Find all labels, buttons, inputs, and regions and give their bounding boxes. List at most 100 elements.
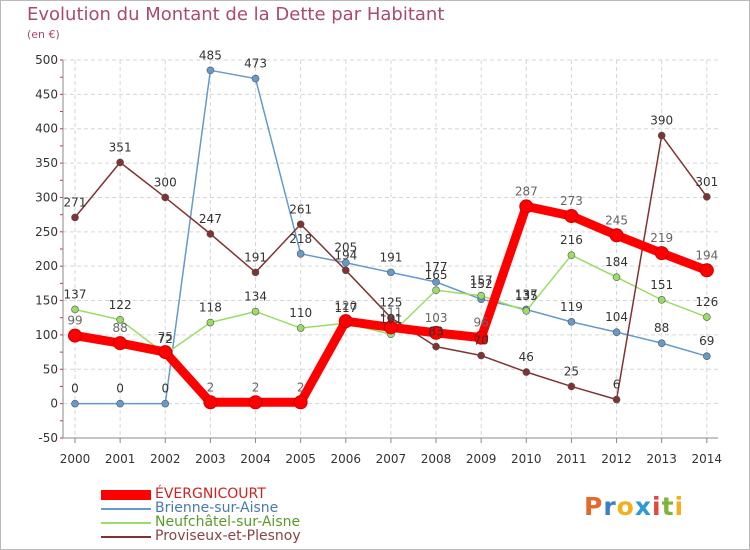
y-tick-label: 150 bbox=[35, 294, 58, 308]
data-point bbox=[116, 158, 124, 167]
logo-letter: P bbox=[584, 492, 604, 521]
data-point bbox=[251, 268, 260, 277]
data-label: 216 bbox=[560, 233, 583, 247]
x-tick-label: 2009 bbox=[466, 452, 497, 466]
data-label: 0 bbox=[161, 382, 169, 396]
data-label: 137 bbox=[64, 287, 87, 301]
data-label: 122 bbox=[109, 298, 132, 312]
data-label: 273 bbox=[560, 194, 583, 208]
data-point bbox=[251, 74, 260, 83]
data-label: 271 bbox=[64, 195, 87, 209]
data-label: 25 bbox=[564, 364, 579, 378]
y-tick-label: 50 bbox=[43, 362, 58, 376]
data-point bbox=[296, 220, 305, 229]
data-point bbox=[519, 199, 534, 214]
data-label: 191 bbox=[379, 250, 402, 264]
y-tick-label: 0 bbox=[50, 397, 58, 411]
x-tick-label: 2012 bbox=[601, 452, 632, 466]
data-point bbox=[296, 250, 305, 258]
logo-letter: x bbox=[634, 492, 652, 521]
data-point bbox=[477, 351, 485, 360]
data-label: 2 bbox=[297, 380, 305, 394]
data-point bbox=[564, 209, 579, 224]
proxiti-logo: Proxiti bbox=[584, 492, 684, 521]
data-label: 218 bbox=[289, 232, 312, 246]
data-label: 287 bbox=[515, 184, 538, 198]
data-label: 88 bbox=[112, 321, 127, 335]
data-label: 125 bbox=[379, 296, 402, 310]
y-tick-label: 250 bbox=[35, 225, 58, 239]
x-tick-label: 2005 bbox=[285, 452, 316, 466]
data-point bbox=[341, 266, 350, 275]
y-tick-label: 400 bbox=[35, 122, 58, 136]
data-label: 88 bbox=[654, 321, 669, 335]
legend-label: ÉVERGNICOURT bbox=[155, 486, 266, 502]
data-point bbox=[432, 278, 440, 286]
data-point bbox=[522, 307, 531, 315]
data-point bbox=[657, 131, 666, 140]
data-point bbox=[206, 230, 215, 238]
data-point bbox=[296, 324, 305, 332]
data-label: 219 bbox=[650, 231, 673, 245]
data-label: 101 bbox=[379, 312, 402, 326]
data-label: 135 bbox=[515, 289, 538, 303]
data-label: 99 bbox=[67, 314, 82, 328]
logo-letter: r bbox=[603, 492, 617, 521]
data-point bbox=[383, 320, 398, 335]
y-tick-label: 500 bbox=[35, 53, 58, 67]
data-label: 70 bbox=[474, 334, 489, 348]
data-label: 165 bbox=[425, 268, 448, 282]
y-tick-label: -50 bbox=[38, 431, 58, 445]
data-point bbox=[612, 273, 621, 281]
x-tick-label: 2014 bbox=[692, 452, 723, 466]
data-point bbox=[703, 352, 711, 361]
data-label: 390 bbox=[650, 114, 673, 128]
data-label: 0 bbox=[116, 382, 124, 396]
x-tick-label: 2004 bbox=[240, 452, 271, 466]
legend-label: Neufchâtel-sur-Aisne bbox=[155, 514, 301, 530]
x-tick-label: 2001 bbox=[105, 452, 136, 466]
data-point bbox=[206, 318, 215, 327]
data-label: 72 bbox=[158, 332, 173, 346]
data-label: 120 bbox=[334, 299, 357, 313]
data-point bbox=[612, 395, 621, 404]
data-point bbox=[567, 251, 576, 259]
data-point bbox=[657, 296, 666, 304]
logo-letter: t bbox=[661, 492, 675, 521]
legend-swatch bbox=[101, 490, 151, 500]
data-label: 191 bbox=[244, 250, 267, 264]
x-tick-label: 2002 bbox=[150, 452, 181, 466]
data-point bbox=[609, 228, 624, 243]
x-tick-label: 2000 bbox=[60, 452, 91, 466]
data-label: 473 bbox=[244, 57, 267, 71]
data-label: 137 bbox=[515, 287, 538, 301]
data-label: 301 bbox=[695, 175, 718, 189]
data-point bbox=[657, 339, 666, 347]
chart-title: Evolution du Montant de la Dette par Hab… bbox=[27, 4, 445, 25]
data-point bbox=[567, 382, 576, 391]
data-point bbox=[699, 263, 714, 278]
data-label: 46 bbox=[519, 350, 534, 364]
data-label: 83 bbox=[428, 325, 443, 339]
data-label: 118 bbox=[199, 301, 222, 315]
data-label: 6 bbox=[613, 378, 621, 392]
data-label: 75 bbox=[158, 330, 173, 344]
data-point bbox=[71, 399, 79, 408]
data-point bbox=[113, 336, 128, 351]
data-label: 194 bbox=[695, 248, 718, 262]
x-tick-label: 2003 bbox=[195, 452, 226, 466]
y-tick-label: 350 bbox=[35, 156, 58, 170]
data-label: 2 bbox=[252, 380, 260, 394]
data-point bbox=[477, 291, 485, 300]
data-label: 110 bbox=[289, 306, 312, 320]
data-point bbox=[341, 258, 350, 267]
data-point bbox=[703, 313, 711, 321]
data-point bbox=[206, 66, 215, 75]
data-point bbox=[116, 315, 124, 324]
x-tick-label: 2011 bbox=[556, 452, 587, 466]
legend-label: Proviseux-et-Plesnoy bbox=[155, 528, 301, 544]
data-label: 134 bbox=[244, 290, 267, 304]
data-point bbox=[654, 246, 669, 261]
logo-letter: i bbox=[652, 492, 662, 521]
